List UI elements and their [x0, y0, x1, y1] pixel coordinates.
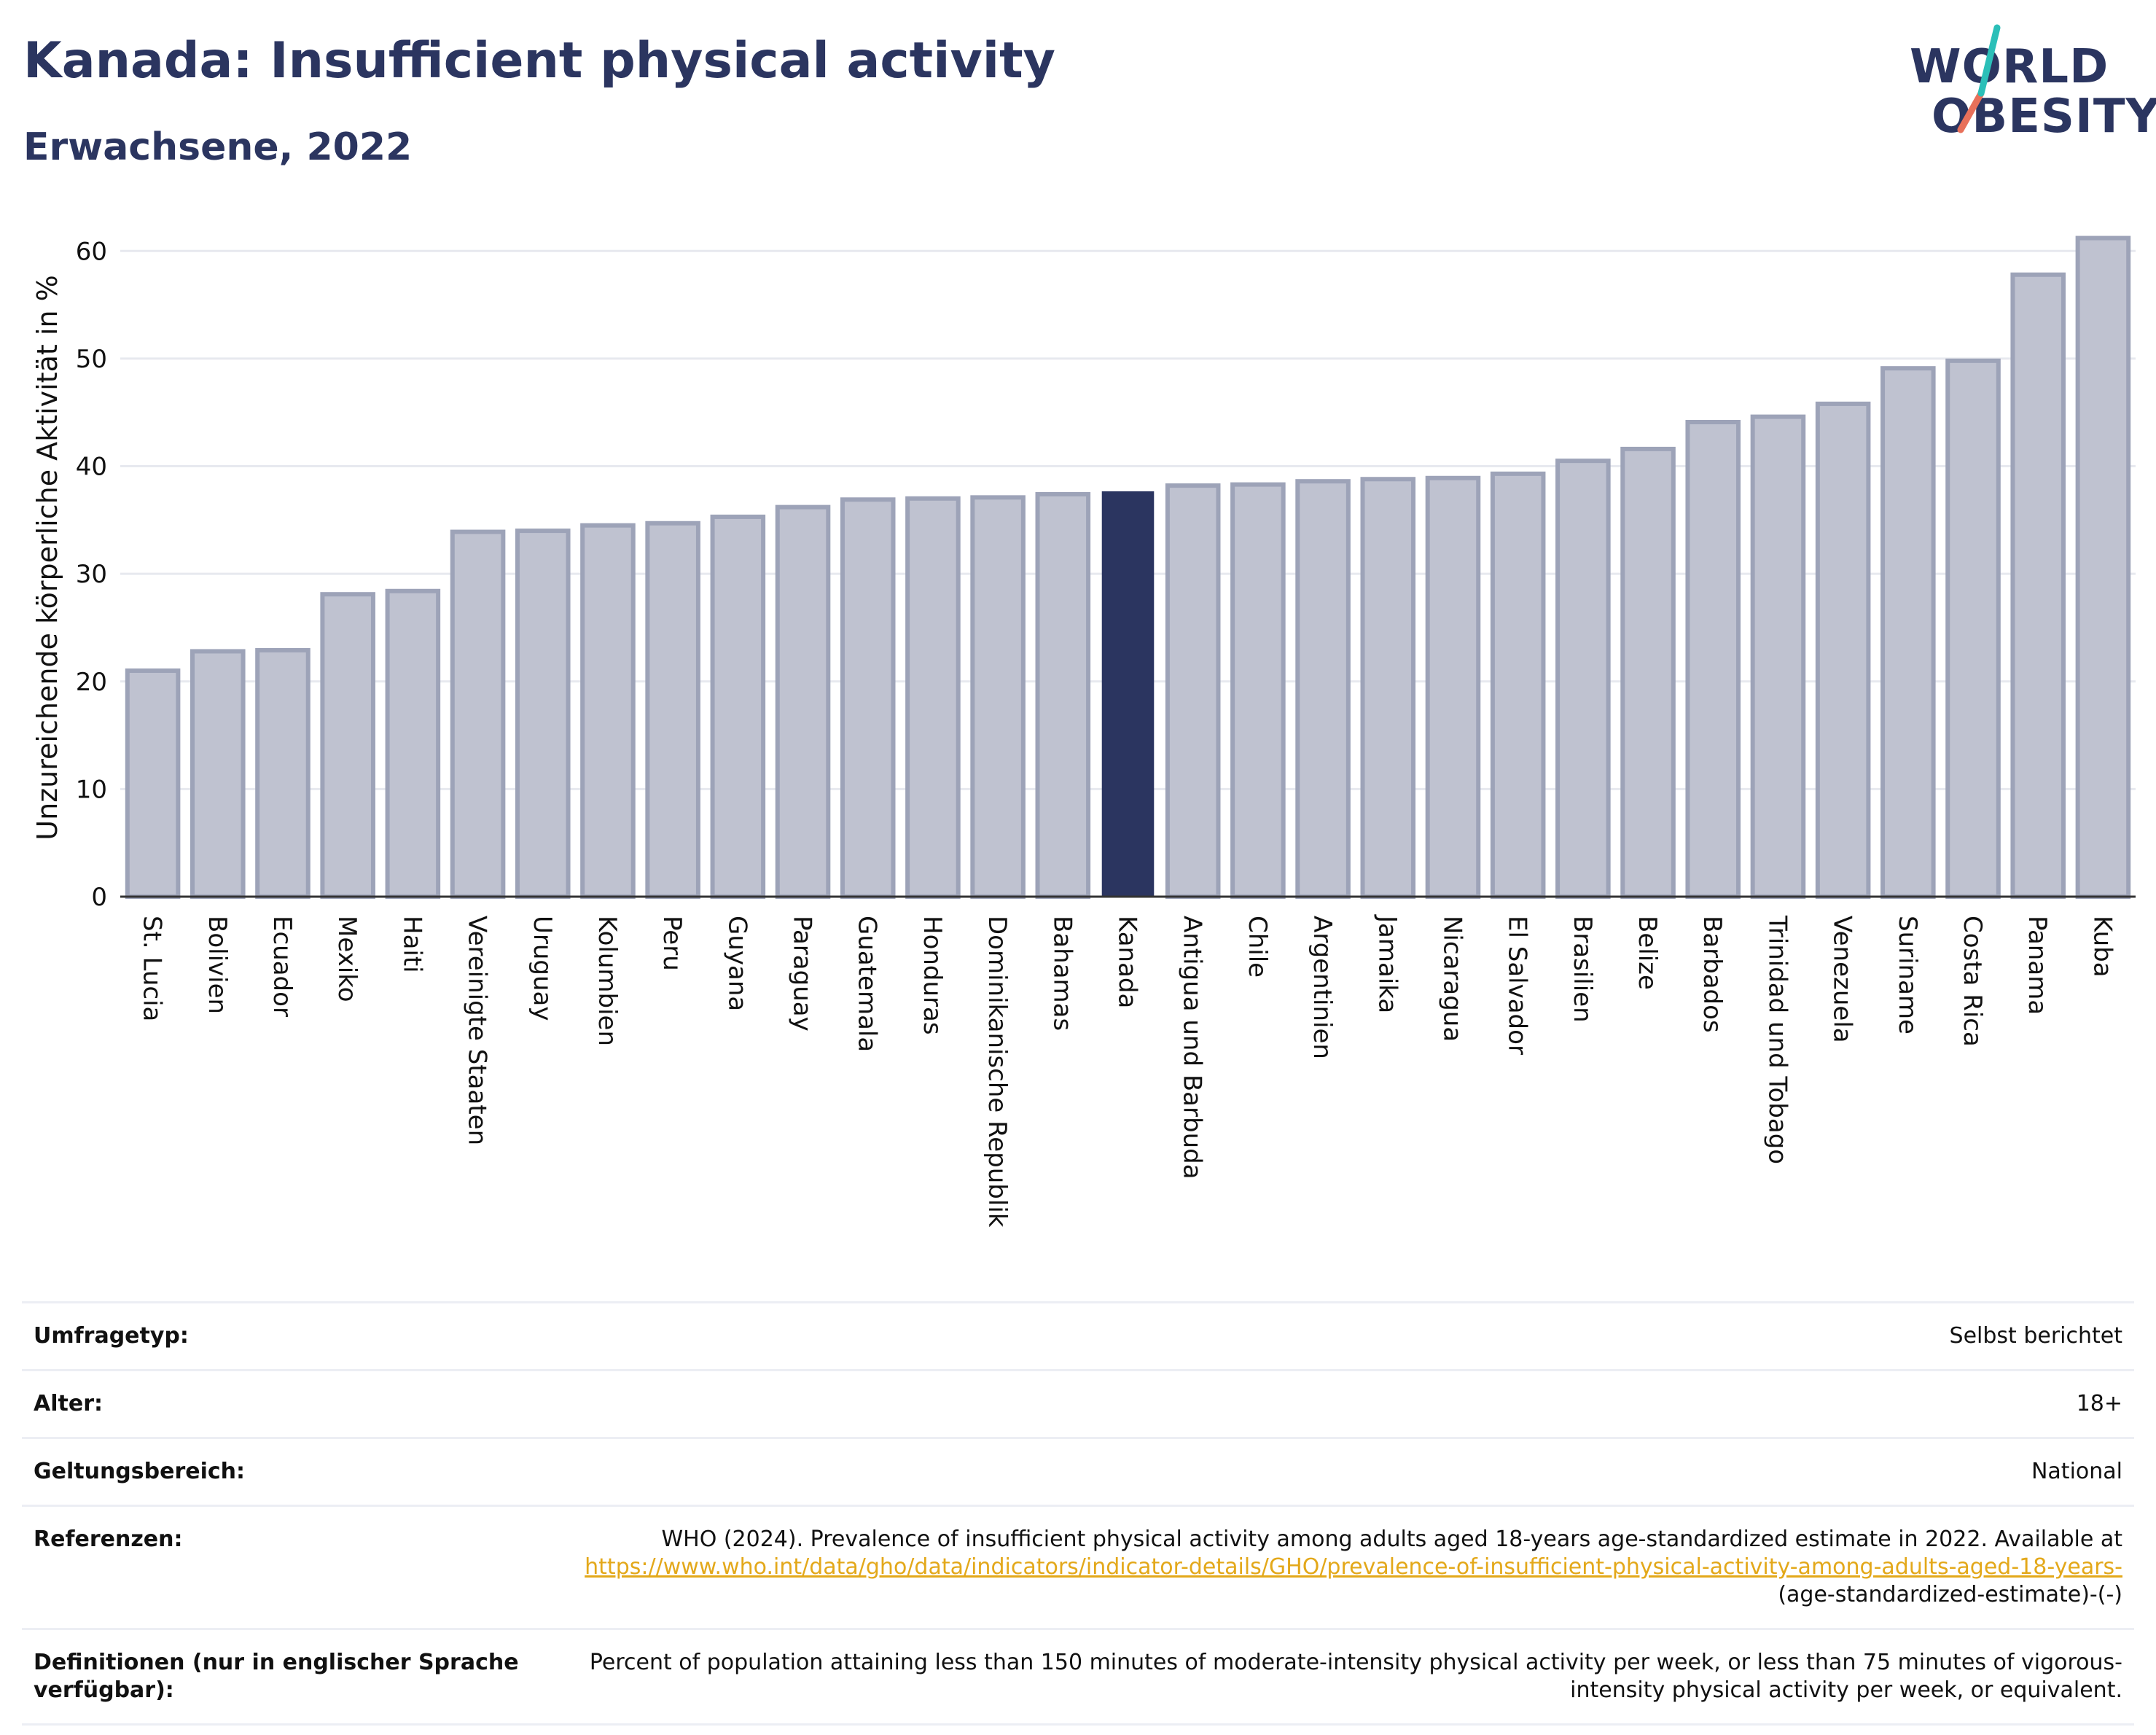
bar — [710, 514, 766, 899]
x-tick-label: Vereinigte Staaten — [463, 916, 492, 1145]
x-tick-label: Guyana — [722, 916, 751, 1011]
bar — [1101, 491, 1155, 897]
bar — [1490, 471, 1546, 900]
bar — [1620, 446, 1676, 899]
y-tick-label: 40 — [76, 453, 107, 482]
bar — [1425, 475, 1481, 899]
bar — [775, 504, 831, 900]
bar — [515, 529, 571, 899]
reference-link[interactable]: https://www.who.int/data/gho/data/indica… — [585, 1554, 2122, 1580]
x-tick-label: Bahamas — [1047, 916, 1077, 1031]
info-value: WHO (2024). Prevalence of insufficient p… — [544, 1526, 2122, 1609]
info-row-survey-type: Umfragetyp: Selbst berichtet — [22, 1303, 2134, 1371]
bar — [1555, 459, 1611, 899]
bar — [840, 497, 896, 899]
x-tick-label: Paraguay — [788, 916, 817, 1032]
x-tick-label: St. Lucia — [138, 916, 167, 1021]
bar — [970, 495, 1026, 900]
x-tick-label: Jamaika — [1372, 914, 1402, 1013]
info-table: Umfragetyp: Selbst berichtet Alter: 18+ … — [22, 1301, 2134, 1726]
info-value: National — [2031, 1459, 2122, 1484]
bar — [1360, 477, 1416, 899]
bar — [580, 523, 636, 899]
y-tick-label: 30 — [76, 560, 107, 589]
world-obesity-logo: WORLD OBESITY — [1895, 20, 2156, 159]
x-tick-label: Belize — [1633, 916, 1662, 990]
x-tick-label: Uruguay — [528, 916, 557, 1021]
info-value: Selbst berichtet — [1949, 1323, 2122, 1349]
reference-text: WHO (2024). Prevalence of insufficient p… — [661, 1527, 2122, 1552]
bar — [125, 668, 181, 899]
bar — [645, 520, 700, 899]
x-tick-label: Brasilien — [1568, 916, 1597, 1023]
bar-chart: 0 10 20 30 40 50 60 Unzureichende körperliche A… — [31, 235, 2136, 1228]
info-key: Umfragetyp: — [34, 1323, 189, 1349]
info-row-age: Alter: 18+ — [22, 1371, 2134, 1439]
bar — [2010, 272, 2066, 899]
x-tick-label: Nicaragua — [1437, 916, 1466, 1042]
info-value: Percent of population attaining less tha… — [589, 1650, 2122, 1703]
y-tick-label: 50 — [76, 345, 107, 374]
bar — [385, 588, 441, 899]
bar — [190, 649, 246, 900]
info-row-definitions: Definitionen (nur in englischer Sprache … — [22, 1630, 2134, 1726]
x-tick-label: Venezuela — [1828, 916, 1857, 1043]
bar — [320, 592, 375, 899]
bar — [1945, 358, 2001, 900]
bar — [1685, 420, 1741, 899]
info-key: Geltungsbereich: — [34, 1459, 246, 1484]
x-tick-label: Kanada — [1113, 916, 1142, 1008]
x-tick-label: Argentinien — [1308, 916, 1337, 1059]
x-tick-label: Peru — [657, 916, 687, 971]
y-tick-label: 10 — [76, 775, 107, 804]
x-tick-label: Costa Rica — [1958, 916, 1987, 1047]
x-tick-label: Antigua und Barbuda — [1178, 916, 1207, 1180]
x-tick-label: Ecuador — [267, 916, 297, 1017]
y-tick-label: 60 — [76, 237, 107, 266]
info-value: 18+ — [2076, 1391, 2122, 1416]
x-tick-label: Chile — [1243, 916, 1272, 978]
page-subtitle: Erwachsene, 2022 — [23, 125, 413, 169]
x-tick-label: Suriname — [1893, 916, 1922, 1034]
bar — [1035, 491, 1091, 899]
x-tick-label: Dominikanische Republik — [983, 916, 1012, 1228]
x-tick-label: Haiti — [397, 916, 426, 973]
x-tick-label: Bolivien — [203, 916, 232, 1014]
bar — [2075, 235, 2131, 900]
bar — [1165, 483, 1221, 900]
x-tick-label: Barbados — [1698, 916, 1727, 1033]
x-tick-label: Honduras — [918, 916, 947, 1035]
logo-slash-icon — [1957, 24, 2001, 133]
x-tick-label: El Salvador — [1503, 916, 1532, 1055]
page-title: Kanada: Insufficient physical activity — [23, 32, 1055, 90]
y-tick-label: 0 — [91, 883, 107, 912]
bar — [1230, 482, 1286, 900]
bar — [1880, 366, 1936, 899]
info-key: Alter: — [34, 1391, 103, 1416]
y-axis-label: Unzureichende körperliche Aktivität in % — [31, 275, 63, 840]
bar — [1750, 414, 1806, 900]
info-row-scope: Geltungsbereich: National — [22, 1439, 2134, 1507]
info-row-references: Referenzen: WHO (2024). Prevalence of in… — [22, 1507, 2134, 1630]
bar — [1295, 479, 1351, 899]
reference-suffix: (age-standardized-estimate)-(-) — [1778, 1582, 2122, 1607]
x-tick-label: Kolumbien — [593, 916, 622, 1046]
bar — [1815, 401, 1871, 899]
info-key: Definitionen (nur in englischer Sprache … — [34, 1650, 519, 1703]
bar — [255, 647, 310, 899]
x-tick-label: Guatemala — [853, 916, 882, 1052]
bar — [905, 496, 961, 899]
y-tick-label: 20 — [76, 668, 107, 697]
bar — [450, 529, 506, 899]
x-tick-label: Trinidad und Tobago — [1762, 915, 1792, 1164]
logo-line-1: WORLD — [1910, 40, 2109, 94]
x-tick-label: Mexiko — [332, 916, 362, 1002]
info-key: Referenzen: — [34, 1527, 183, 1552]
x-tick-label: Panama — [2023, 916, 2052, 1015]
x-tick-label: Kuba — [2087, 916, 2117, 978]
